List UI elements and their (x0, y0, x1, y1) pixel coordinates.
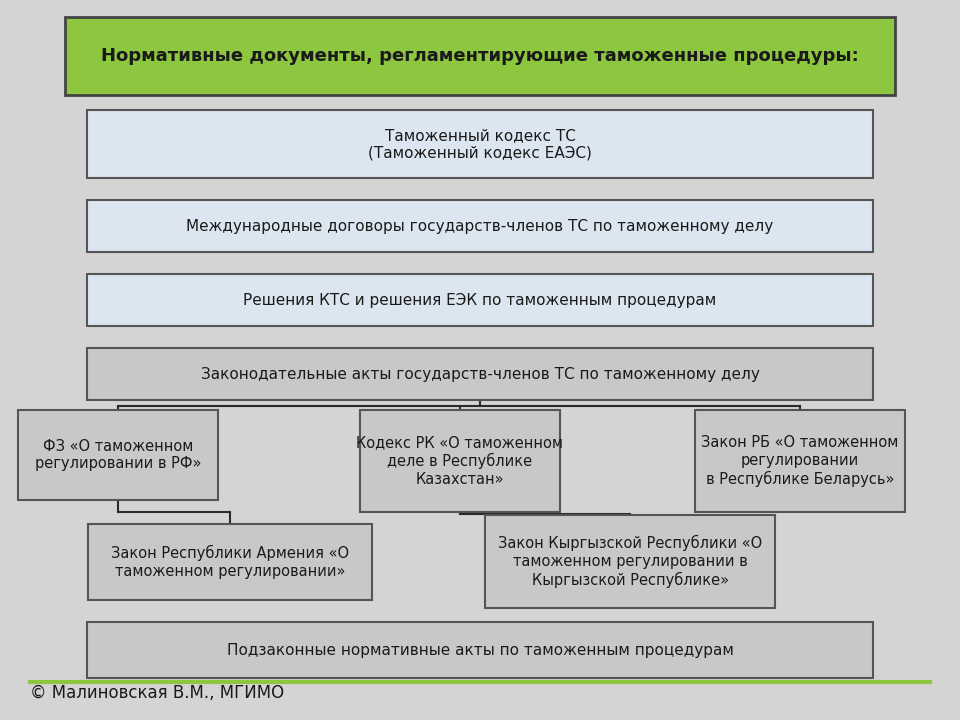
Text: Нормативные документы, регламентирующие таможенные процедуры:: Нормативные документы, регламентирующие … (101, 47, 859, 65)
FancyBboxPatch shape (65, 17, 895, 95)
FancyBboxPatch shape (485, 515, 775, 608)
Text: Кодекс РК «О таможенном
деле в Республике
Казахстан»: Кодекс РК «О таможенном деле в Республик… (356, 436, 564, 487)
FancyBboxPatch shape (18, 410, 218, 500)
Text: Таможенный кодекс ТС
(Таможенный кодекс ЕАЭС): Таможенный кодекс ТС (Таможенный кодекс … (368, 127, 592, 161)
Text: Международные договоры государств-членов ТС по таможенному делу: Международные договоры государств-членов… (186, 218, 774, 233)
FancyBboxPatch shape (88, 524, 372, 600)
FancyBboxPatch shape (87, 110, 873, 178)
Text: Закон Кыргызской Республики «О
таможенном регулировании в
Кыргызской Республике»: Закон Кыргызской Республики «О таможенно… (498, 536, 762, 588)
Text: Закон РБ «О таможенном
регулировании
в Республике Беларусь»: Закон РБ «О таможенном регулировании в Р… (702, 436, 899, 487)
FancyBboxPatch shape (695, 410, 905, 512)
FancyBboxPatch shape (87, 622, 873, 678)
Text: Подзаконные нормативные акты по таможенным процедурам: Подзаконные нормативные акты по таможенн… (227, 642, 733, 657)
Text: Законодательные акты государств-членов ТС по таможенному делу: Законодательные акты государств-членов Т… (201, 366, 759, 382)
FancyBboxPatch shape (87, 200, 873, 252)
Text: Решения КТС и решения ЕЭК по таможенным процедурам: Решения КТС и решения ЕЭК по таможенным … (244, 292, 716, 307)
Text: Закон Республики Армения «О
таможенном регулировании»: Закон Республики Армения «О таможенном р… (111, 545, 349, 579)
FancyBboxPatch shape (87, 274, 873, 326)
FancyBboxPatch shape (360, 410, 560, 512)
Text: ФЗ «О таможенном
регулировании в РФ»: ФЗ «О таможенном регулировании в РФ» (35, 438, 202, 471)
FancyBboxPatch shape (87, 348, 873, 400)
Text: © Малиновская В.М., МГИМО: © Малиновская В.М., МГИМО (30, 684, 284, 702)
